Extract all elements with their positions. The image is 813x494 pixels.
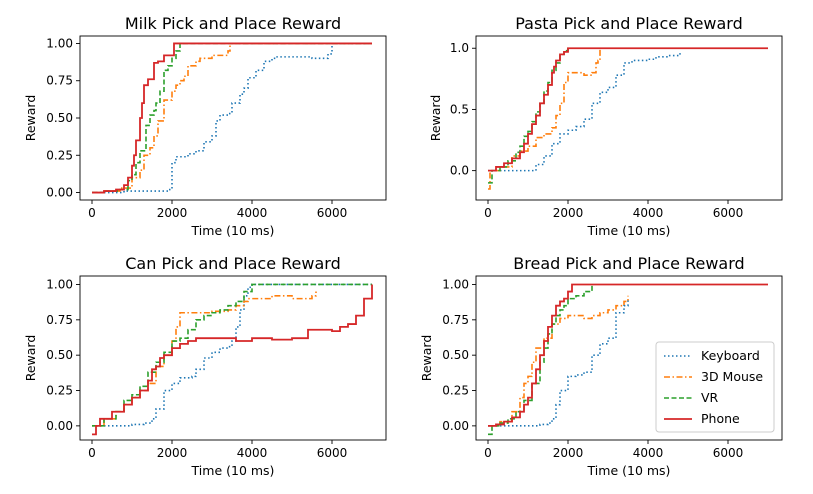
chart-title: Pasta Pick and Place Reward xyxy=(515,14,743,33)
series-line-3d-mouse xyxy=(488,47,768,190)
y-tick-label: 0.0 xyxy=(450,164,469,178)
x-tick-label: 2000 xyxy=(157,446,188,460)
x-tick-label: 6000 xyxy=(713,446,744,460)
legend-label-keyboard: Keyboard xyxy=(701,348,760,363)
x-tick-label: 6000 xyxy=(317,446,348,460)
plot-area xyxy=(488,47,768,190)
panel-pasta: Pasta Pick and Place Reward Time (10 ms)… xyxy=(428,14,783,238)
series-line-vr xyxy=(92,283,372,427)
x-axis-label: Time (10 ms) xyxy=(587,463,671,478)
series-line-phone xyxy=(92,42,372,194)
y-tick-label: 0.75 xyxy=(46,74,73,88)
legend-box xyxy=(655,341,775,433)
y-tick-label: 0.00 xyxy=(46,419,73,433)
series-line-keyboard xyxy=(488,50,681,172)
x-tick-label: 4000 xyxy=(237,446,268,460)
series-line-phone xyxy=(92,284,373,436)
axes-frame xyxy=(79,275,387,441)
legend-label-3d-mouse: 3D Mouse xyxy=(701,369,763,384)
y-tick-label: 0.00 xyxy=(442,419,469,433)
series-line-vr xyxy=(488,47,768,184)
chart-title: Can Pick and Place Reward xyxy=(125,254,341,273)
y-tick-label: 0.25 xyxy=(46,148,73,162)
x-tick-label: 0 xyxy=(88,446,96,460)
x-tick-label: 0 xyxy=(484,206,492,220)
series-line-keyboard xyxy=(92,283,372,427)
x-tick-label: 4000 xyxy=(633,446,664,460)
y-tick-label: 0.50 xyxy=(46,111,73,125)
plot-area xyxy=(92,283,373,436)
x-axis-label: Time (10 ms) xyxy=(191,223,275,238)
x-tick-label: 4000 xyxy=(237,206,268,220)
series-line-vr xyxy=(488,284,593,436)
series-line-3d-mouse xyxy=(92,291,317,427)
y-tick-label: 0.75 xyxy=(442,313,469,327)
legend-label-phone: Phone xyxy=(701,411,740,426)
x-tick-label: 0 xyxy=(88,206,96,220)
series-line-3d-mouse xyxy=(488,295,629,427)
y-tick-label: 0.00 xyxy=(46,186,73,200)
x-axis-label: Time (10 ms) xyxy=(587,223,671,238)
legend: Keyboard 3D Mouse VR Phone xyxy=(655,341,775,433)
y-tick-label: 0.75 xyxy=(46,313,73,327)
x-tick-label: 2000 xyxy=(553,446,584,460)
x-tick-label: 4000 xyxy=(633,206,664,220)
y-tick-label: 1.00 xyxy=(46,277,73,291)
x-tick-label: 2000 xyxy=(157,206,188,220)
y-tick-label: 1.00 xyxy=(46,36,73,50)
panel-bread: Bread Pick and Place Reward Time (10 ms)… xyxy=(419,254,783,478)
axes-frame xyxy=(475,35,783,201)
series-line-keyboard xyxy=(92,42,372,194)
panel-milk: Milk Pick and Place Reward Time (10 ms) … xyxy=(23,14,387,238)
series-line-keyboard xyxy=(488,298,629,427)
y-axis-label: Reward xyxy=(428,95,443,142)
x-tick-label: 6000 xyxy=(713,206,744,220)
y-tick-label: 0.50 xyxy=(442,348,469,362)
y-tick-label: 0.5 xyxy=(450,102,469,116)
axes-frame xyxy=(475,275,783,441)
plot-area xyxy=(92,42,372,194)
series-line-vr xyxy=(92,42,372,194)
legend-label-vr: VR xyxy=(701,390,719,405)
y-axis-label: Reward xyxy=(419,335,434,382)
y-tick-label: 0.50 xyxy=(46,348,73,362)
x-tick-label: 6000 xyxy=(317,206,348,220)
chart-title: Milk Pick and Place Reward xyxy=(125,14,341,33)
x-tick-label: 2000 xyxy=(553,206,584,220)
series-line-3d-mouse xyxy=(92,42,372,194)
x-tick-label: 0 xyxy=(484,446,492,460)
y-tick-label: 0.25 xyxy=(442,384,469,398)
x-axis-label: Time (10 ms) xyxy=(191,463,275,478)
y-tick-label: 1.0 xyxy=(450,41,469,55)
y-axis-label: Reward xyxy=(23,335,38,382)
series-line-phone xyxy=(488,47,768,172)
axes-frame xyxy=(79,35,387,201)
y-tick-label: 1.00 xyxy=(442,277,469,291)
y-tick-label: 0.25 xyxy=(46,384,73,398)
chart-title: Bread Pick and Place Reward xyxy=(513,254,744,273)
plot-area xyxy=(488,283,768,436)
series-line-phone xyxy=(488,283,768,427)
panel-can: Can Pick and Place Reward Time (10 ms) R… xyxy=(23,254,387,478)
y-axis-label: Reward xyxy=(23,95,38,142)
